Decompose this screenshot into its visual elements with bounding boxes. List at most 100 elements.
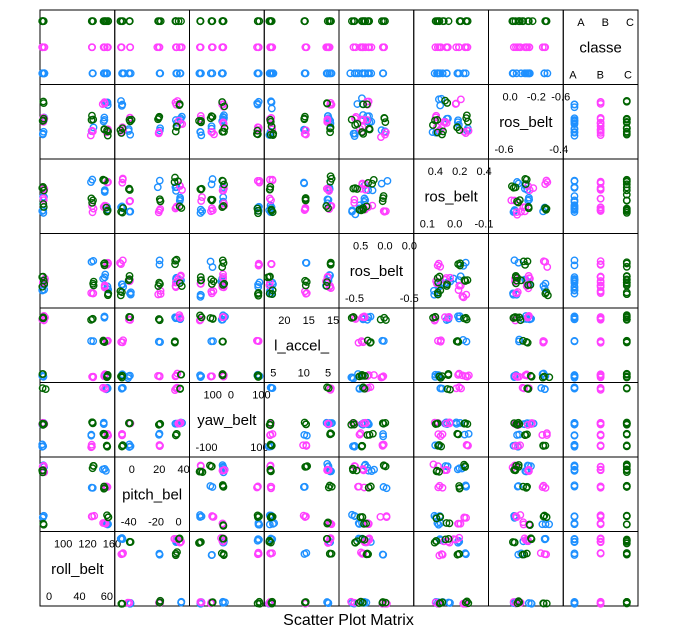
- data-point: [197, 69, 205, 78]
- data-point: [266, 175, 274, 184]
- data-point: [540, 372, 548, 381]
- data-point: [197, 117, 205, 125]
- data-point: [519, 482, 528, 491]
- data-point: [515, 43, 524, 52]
- data-point: [176, 69, 184, 78]
- data-point: [89, 372, 98, 381]
- data-point: [509, 314, 518, 322]
- data-point: [268, 597, 277, 606]
- data-point: [455, 484, 464, 492]
- tick-label: -100: [196, 442, 218, 454]
- data-point: [510, 256, 519, 265]
- data-point: [441, 313, 449, 322]
- data-point: [218, 69, 227, 78]
- data-point: [596, 257, 605, 266]
- data-point: [124, 419, 133, 427]
- data-point: [197, 276, 206, 285]
- tick-label: 40: [178, 464, 190, 476]
- scatter-panel: [570, 96, 631, 140]
- data-point: [125, 186, 134, 194]
- tick-label: -0.5: [400, 293, 419, 305]
- data-point: [436, 513, 445, 522]
- data-point: [596, 520, 605, 528]
- data-point: [369, 176, 378, 184]
- data-point: [527, 599, 536, 608]
- data-point: [100, 273, 109, 282]
- data-point: [512, 289, 521, 298]
- scatter-panel: [38, 175, 112, 217]
- panel-frame: [114, 233, 190, 309]
- data-point: [456, 95, 465, 104]
- tick-label: 0.0: [503, 92, 518, 104]
- data-point: [218, 203, 227, 212]
- data-point: [198, 468, 207, 477]
- data-point: [125, 272, 134, 280]
- data-point: [196, 311, 204, 320]
- data-point: [207, 289, 216, 298]
- data-point: [100, 312, 109, 321]
- data-point: [596, 97, 605, 106]
- data-point: [382, 599, 391, 608]
- data-point: [622, 599, 631, 608]
- data-point: [301, 17, 309, 26]
- data-point: [126, 207, 135, 216]
- tick-label: 100: [252, 390, 270, 402]
- data-point: [208, 206, 217, 215]
- data-point: [457, 384, 465, 393]
- data-point: [176, 193, 185, 202]
- scatter-panel: [570, 256, 631, 299]
- data-point: [302, 289, 310, 298]
- variable-label: ros_belt: [424, 188, 478, 205]
- data-point: [99, 519, 108, 527]
- data-point: [207, 196, 216, 205]
- data-point: [513, 373, 522, 381]
- data-point: [171, 173, 179, 182]
- data-point: [596, 177, 605, 186]
- data-point: [220, 102, 229, 111]
- data-point: [438, 130, 446, 139]
- data-point: [376, 315, 385, 324]
- data-point: [545, 373, 554, 382]
- data-point: [540, 385, 549, 393]
- data-point: [596, 281, 605, 290]
- data-point: [171, 431, 180, 440]
- data-point: [196, 205, 205, 214]
- data-point: [89, 256, 98, 265]
- data-point: [570, 103, 579, 112]
- data-point: [207, 275, 216, 284]
- data-point: [266, 383, 275, 392]
- data-point: [219, 270, 227, 279]
- scatter-panel: [38, 17, 113, 78]
- data-point: [596, 385, 605, 394]
- data-point: [376, 512, 385, 521]
- data-point: [196, 511, 204, 519]
- scatter-panel: [507, 174, 552, 219]
- data-point: [434, 483, 443, 492]
- data-point: [126, 43, 134, 52]
- data-point: [381, 127, 389, 136]
- scatter-panel: [195, 17, 264, 78]
- data-point: [441, 535, 450, 544]
- data-point: [596, 538, 605, 547]
- data-point: [436, 373, 445, 382]
- data-point: [622, 539, 631, 548]
- tick-label: 100: [204, 390, 222, 402]
- data-point: [219, 551, 228, 560]
- data-point: [323, 69, 332, 78]
- data-point: [453, 69, 462, 78]
- data-point: [525, 195, 534, 204]
- data-point: [512, 69, 521, 78]
- data-point: [38, 43, 47, 52]
- data-point: [253, 550, 262, 559]
- data-point: [326, 284, 335, 293]
- data-point: [523, 313, 532, 322]
- data-point: [268, 69, 277, 78]
- data-point: [622, 369, 631, 378]
- data-point: [324, 185, 333, 194]
- data-point: [363, 112, 372, 121]
- tick-label: 160: [103, 539, 121, 551]
- data-point: [125, 538, 134, 546]
- data-point: [324, 204, 332, 213]
- data-point: [300, 430, 309, 439]
- data-point: [359, 129, 368, 138]
